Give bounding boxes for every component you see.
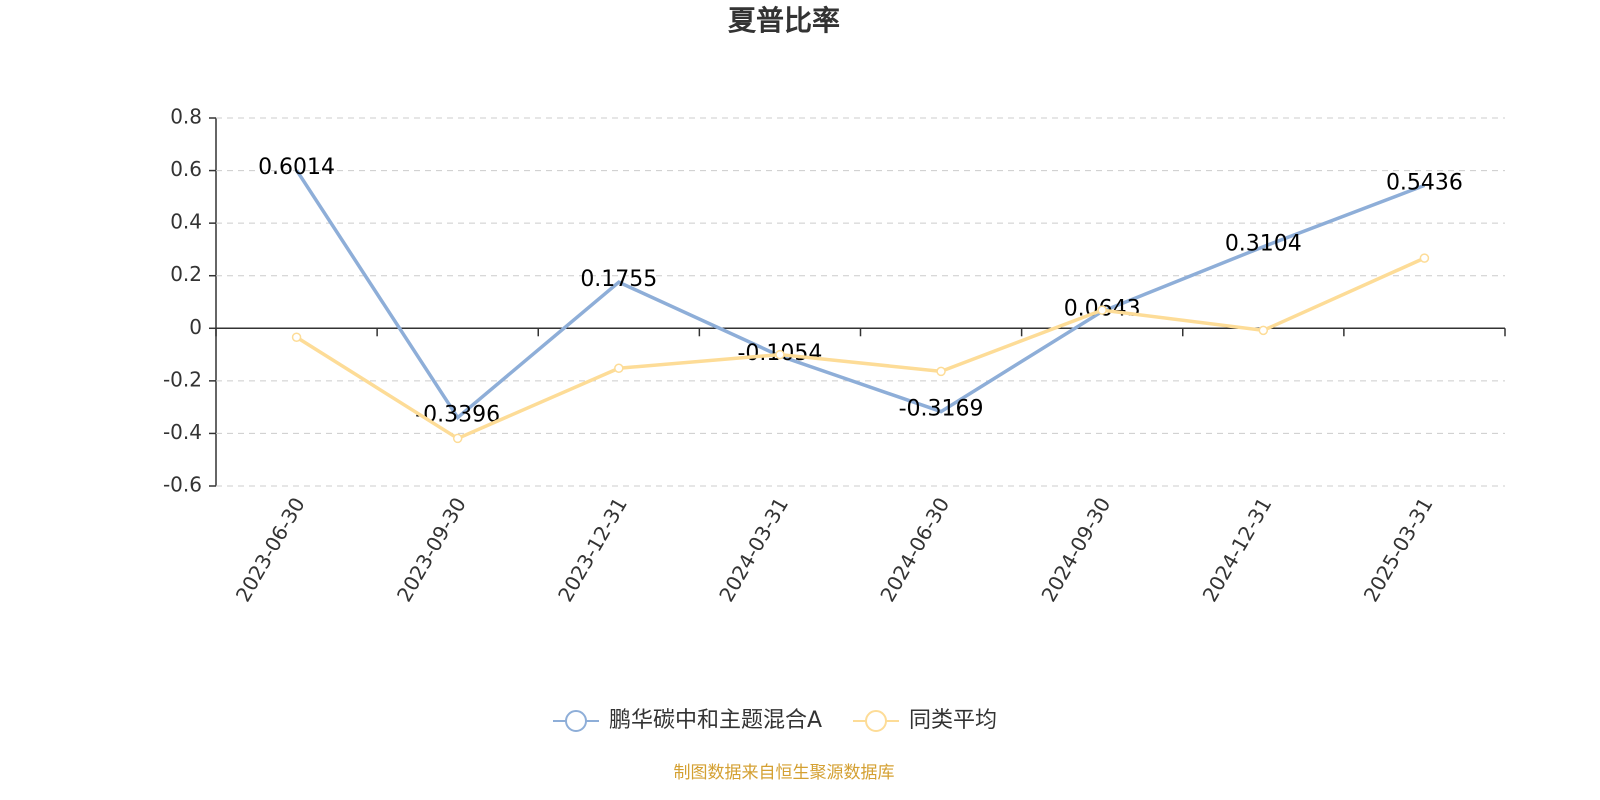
y-tick-label: 0.6 — [170, 157, 202, 181]
legend-marker — [865, 710, 887, 732]
x-tick-label: 2023-09-30 — [392, 493, 471, 606]
data-label: 0.3104 — [1225, 232, 1302, 257]
point — [1258, 325, 1269, 336]
point — [291, 332, 302, 342]
x-tick-label: 2023-12-31 — [553, 493, 632, 606]
x-tick-label: 2024-09-30 — [1036, 493, 1115, 606]
point — [1097, 305, 1107, 315]
x-tick-label: 2025-03-31 — [1359, 493, 1438, 606]
source-note: 制图数据来自恒生聚源数据库 — [674, 763, 895, 783]
legend-label: 同类平均 — [909, 708, 997, 733]
point — [452, 433, 463, 444]
point — [936, 366, 946, 377]
data-label: 0.1755 — [580, 267, 657, 292]
x-tick-label: 2024-06-30 — [875, 493, 954, 606]
chart-title: 夏普比率 — [728, 4, 840, 37]
series-line — [295, 169, 1426, 421]
y-tick-label: 0.8 — [170, 105, 202, 129]
x-tick-label: 2023-06-30 — [231, 493, 310, 606]
legend-marker — [565, 710, 587, 732]
data-label: -0.3169 — [899, 397, 984, 422]
data-label: 0.6014 — [258, 155, 335, 180]
data-label: -0.3396 — [415, 403, 500, 428]
y-tick-label: -0.4 — [163, 420, 202, 444]
point — [775, 349, 785, 360]
series-line — [295, 256, 1426, 441]
data-label: 0.5436 — [1386, 170, 1463, 195]
y-tick-label: -0.2 — [163, 367, 202, 391]
y-tick-label: 0.4 — [170, 210, 202, 234]
x-tick-label: 2024-03-31 — [714, 493, 793, 606]
legend-label: 鹏华碳中和主题混合A — [609, 708, 822, 733]
y-tick-label: 0 — [189, 315, 202, 339]
point — [614, 363, 624, 373]
point — [1419, 253, 1430, 263]
x-tick-label: 2024-12-31 — [1198, 493, 1277, 606]
y-tick-label: -0.6 — [163, 473, 202, 497]
y-tick-label: 0.2 — [170, 262, 202, 286]
